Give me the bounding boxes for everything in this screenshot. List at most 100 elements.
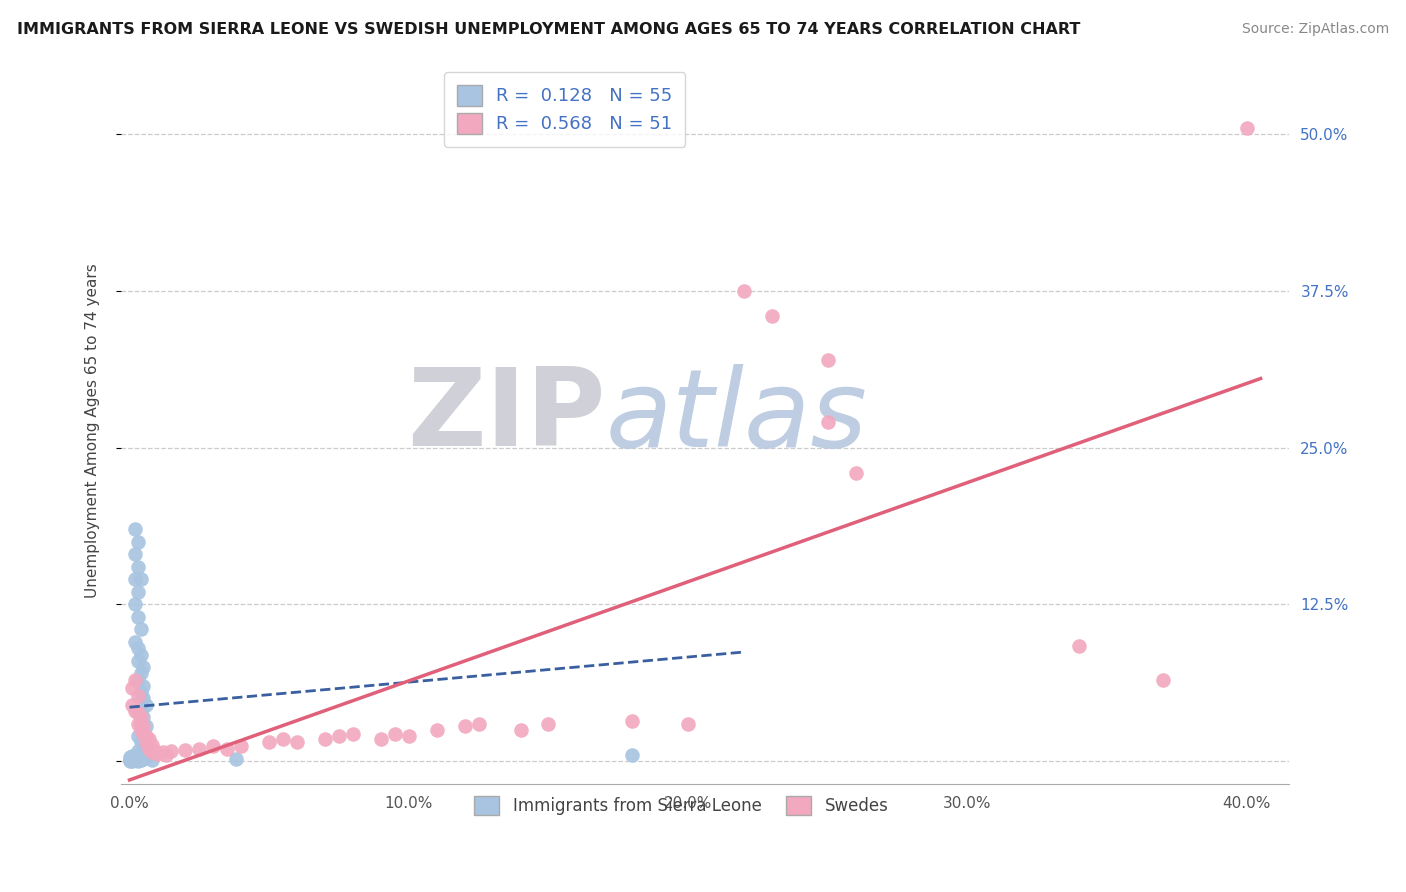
Point xyxy=(761,309,783,323)
Point xyxy=(129,716,152,731)
Point xyxy=(124,635,146,649)
Point xyxy=(509,723,531,737)
Point xyxy=(370,731,392,746)
Point xyxy=(143,744,166,758)
Point xyxy=(467,716,489,731)
Point xyxy=(121,753,143,767)
Point xyxy=(121,754,143,768)
Point xyxy=(121,681,143,696)
Point xyxy=(118,751,141,765)
Point xyxy=(135,719,157,733)
Point xyxy=(132,731,155,746)
Point xyxy=(733,284,755,298)
Point xyxy=(124,749,146,764)
Point xyxy=(141,745,163,759)
Point xyxy=(231,739,253,753)
Point xyxy=(124,753,146,767)
Point xyxy=(127,559,149,574)
Point xyxy=(202,739,225,753)
Point xyxy=(127,534,149,549)
Point xyxy=(124,751,146,765)
Text: IMMIGRANTS FROM SIERRA LEONE VS SWEDISH UNEMPLOYMENT AMONG AGES 65 TO 74 YEARS C: IMMIGRANTS FROM SIERRA LEONE VS SWEDISH … xyxy=(17,22,1080,37)
Point xyxy=(129,723,152,737)
Point xyxy=(132,749,155,764)
Point xyxy=(132,741,155,756)
Legend: Immigrants from Sierra Leone, Swedes: Immigrants from Sierra Leone, Swedes xyxy=(464,786,898,825)
Point xyxy=(426,723,449,737)
Point xyxy=(132,679,155,693)
Point xyxy=(132,719,155,733)
Point xyxy=(146,747,169,761)
Point xyxy=(118,750,141,764)
Point xyxy=(124,547,146,561)
Point xyxy=(129,710,152,724)
Point xyxy=(271,731,294,746)
Point xyxy=(676,716,699,731)
Point xyxy=(129,747,152,762)
Point xyxy=(129,685,152,699)
Point xyxy=(135,698,157,712)
Point xyxy=(127,750,149,764)
Point xyxy=(124,673,146,687)
Point xyxy=(127,610,149,624)
Point xyxy=(621,714,644,728)
Point xyxy=(129,666,152,681)
Point xyxy=(127,729,149,743)
Point xyxy=(174,743,197,757)
Point xyxy=(127,673,149,687)
Point xyxy=(138,731,160,746)
Point xyxy=(453,719,475,733)
Point xyxy=(132,710,155,724)
Point xyxy=(129,735,152,749)
Point xyxy=(132,751,155,765)
Point xyxy=(328,729,350,743)
Text: ZIP: ZIP xyxy=(408,363,606,469)
Point xyxy=(121,698,143,712)
Point xyxy=(124,522,146,536)
Point xyxy=(132,660,155,674)
Point xyxy=(127,753,149,767)
Point xyxy=(845,466,868,480)
Point xyxy=(124,704,146,718)
Point xyxy=(141,738,163,752)
Point xyxy=(118,754,141,768)
Point xyxy=(129,572,152,586)
Text: atlas: atlas xyxy=(606,364,868,469)
Point xyxy=(127,754,149,768)
Point xyxy=(188,741,211,756)
Point xyxy=(135,738,157,752)
Point xyxy=(135,750,157,764)
Point xyxy=(398,729,420,743)
Point xyxy=(127,706,149,721)
Point xyxy=(817,352,839,367)
Point xyxy=(817,416,839,430)
Point xyxy=(384,726,406,740)
Point xyxy=(141,753,163,767)
Point xyxy=(121,750,143,764)
Point xyxy=(1236,120,1258,135)
Point xyxy=(127,744,149,758)
Point xyxy=(132,691,155,706)
Point xyxy=(152,745,174,759)
Point xyxy=(314,731,336,746)
Point xyxy=(1152,673,1174,687)
Y-axis label: Unemployment Among Ages 65 to 74 years: Unemployment Among Ages 65 to 74 years xyxy=(86,263,100,598)
Point xyxy=(138,741,160,756)
Point xyxy=(217,741,239,756)
Point xyxy=(121,749,143,764)
Point xyxy=(127,641,149,656)
Point xyxy=(1067,639,1090,653)
Point xyxy=(225,751,247,765)
Point xyxy=(124,572,146,586)
Point xyxy=(155,747,177,762)
Point xyxy=(135,735,157,749)
Point xyxy=(132,726,155,740)
Point xyxy=(621,747,644,762)
Point xyxy=(118,753,141,767)
Text: Source: ZipAtlas.com: Source: ZipAtlas.com xyxy=(1241,22,1389,37)
Point xyxy=(342,726,364,740)
Point xyxy=(129,753,152,767)
Point xyxy=(129,648,152,662)
Point xyxy=(135,729,157,743)
Point xyxy=(127,654,149,668)
